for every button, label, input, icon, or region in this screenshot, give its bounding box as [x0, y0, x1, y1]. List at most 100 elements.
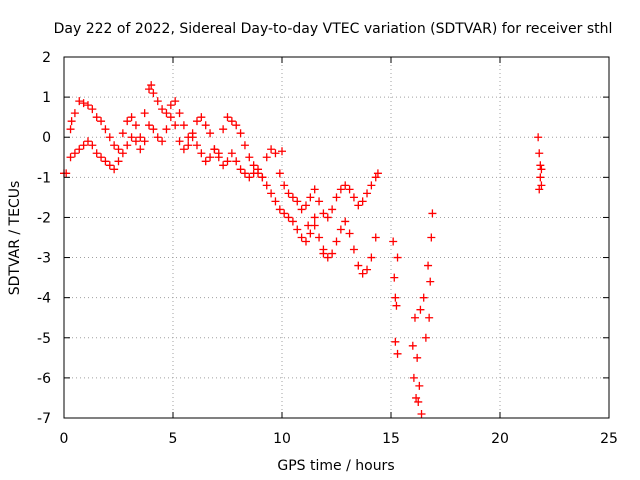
y-tick-label: -1: [37, 170, 51, 186]
y-tick-label: 1: [42, 90, 51, 106]
data-point: [131, 121, 140, 130]
data-point: [188, 133, 197, 142]
data-point: [127, 133, 136, 142]
data-point: [175, 109, 184, 118]
data-point: [149, 125, 158, 134]
data-point: [426, 277, 435, 286]
data-point: [367, 181, 376, 190]
data-point: [345, 229, 354, 238]
data-point: [345, 185, 354, 194]
data-point: [354, 201, 363, 210]
data-point: [258, 173, 267, 182]
data-point: [70, 149, 79, 158]
x-axis-label: GPS time / hours: [277, 458, 394, 474]
data-point: [149, 89, 158, 98]
data-point: [417, 409, 426, 418]
data-point: [297, 205, 306, 214]
data-point: [227, 149, 236, 158]
data-point: [83, 101, 92, 110]
data-point: [415, 381, 424, 390]
data-point: [114, 145, 123, 154]
data-point: [175, 137, 184, 146]
data-point: [158, 105, 167, 114]
data-point: [105, 161, 114, 170]
data-point: [105, 133, 114, 142]
y-tick-label: 2: [42, 50, 51, 66]
data-point: [390, 273, 399, 282]
data-point: [201, 157, 210, 166]
data-point: [97, 117, 106, 126]
data-point: [393, 253, 402, 262]
x-tick-label: 10: [273, 431, 291, 447]
data-point: [179, 145, 188, 154]
data-point: [97, 153, 106, 162]
data-point: [192, 141, 201, 150]
y-tick-label: -4: [37, 291, 51, 307]
data-point: [336, 225, 345, 234]
data-point: [301, 201, 310, 210]
data-point: [158, 137, 167, 146]
data-point: [197, 149, 206, 158]
data-point: [349, 193, 358, 202]
data-point: [236, 165, 245, 174]
y-tick-label: -6: [37, 371, 51, 387]
x-axis-ticks: 0 5 10 15 20 25: [60, 57, 618, 447]
data-point: [162, 109, 171, 118]
data-point: [254, 165, 263, 174]
data-point: [284, 189, 293, 198]
data-point: [223, 157, 232, 166]
data-point: [358, 197, 367, 206]
data-point: [358, 269, 367, 278]
data-point: [88, 141, 97, 150]
data-point: [363, 189, 372, 198]
data-point: [245, 173, 254, 182]
data-point: [408, 341, 417, 350]
x-tick-label: 20: [491, 431, 509, 447]
data-point: [306, 229, 315, 238]
data-point: [536, 173, 545, 182]
data-point: [392, 301, 401, 310]
data-point: [275, 169, 284, 178]
data-point: [367, 253, 376, 262]
data-point: [288, 193, 297, 202]
data-point: [363, 265, 372, 274]
data-point: [284, 213, 293, 222]
data-point: [166, 113, 175, 122]
series-group: [389, 209, 437, 418]
data-point: [536, 161, 545, 170]
data-point: [83, 137, 92, 146]
grid-lines: [64, 57, 609, 418]
data-point: [219, 125, 228, 134]
data-point: [349, 245, 358, 254]
y-tick-label: -2: [37, 210, 51, 226]
data-point: [79, 99, 88, 108]
data-point: [232, 121, 241, 130]
data-point: [275, 205, 284, 214]
y-tick-label: -3: [37, 251, 51, 267]
data-point: [66, 153, 75, 162]
data-point: [123, 141, 132, 150]
data-point: [278, 147, 286, 156]
data-point: [240, 141, 249, 150]
data-point: [184, 141, 193, 150]
data-point: [280, 209, 289, 218]
data-point: [391, 293, 400, 302]
data-point: [319, 249, 328, 258]
data-point: [223, 113, 232, 122]
data-point: [210, 145, 219, 154]
data-point: [110, 165, 119, 174]
data-point: [114, 157, 123, 166]
data-point: [421, 333, 430, 342]
data-point: [240, 169, 249, 178]
data-point: [219, 161, 228, 170]
data-point: [162, 125, 171, 134]
data-point: [101, 125, 110, 134]
data-point: [534, 133, 543, 142]
data-point: [332, 193, 341, 202]
data-point: [354, 261, 363, 270]
data-point: [425, 313, 434, 322]
data-point: [131, 137, 140, 146]
data-point: [301, 237, 310, 246]
series-group: [66, 81, 382, 222]
